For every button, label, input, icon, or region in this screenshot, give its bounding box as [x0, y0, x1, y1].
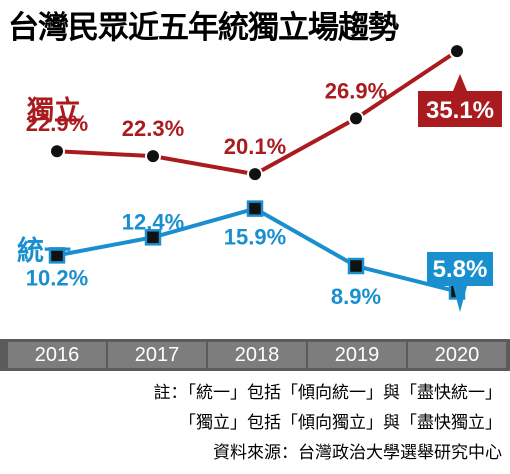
series-label-unification: 統一: [17, 235, 71, 267]
data-point-unification-2017: [144, 229, 162, 246]
data-label-independence-2018: 20.1%: [224, 134, 286, 159]
data-label-independence-2016: 22.9%: [26, 111, 88, 136]
data-label-independence-2019: 26.9%: [325, 78, 387, 103]
data-point-unification-2019: [347, 257, 365, 275]
x-tick-label-2020: 2020: [408, 342, 506, 368]
data-label-unification-2018: 15.9%: [224, 225, 286, 250]
data-point-independence-2020: [449, 43, 465, 60]
data-label-independence-2017: 22.3%: [122, 116, 184, 141]
data-point-unification-2018: [246, 200, 264, 217]
callout-box-unification: [427, 252, 493, 286]
data-label-unification-2020: 5.8%: [433, 256, 488, 283]
data-label-unification-2019: 8.9%: [331, 284, 381, 309]
source-note: 資料來源：台灣政治大學選舉研究中心: [213, 443, 502, 463]
x-tick-label-2016: 2016: [8, 342, 106, 368]
x-tick-label-2017: 2017: [108, 342, 206, 368]
series-line-unification: [55, 206, 459, 294]
callout-pointer-independence: [453, 74, 467, 91]
data-point-independence-2017: [145, 148, 161, 165]
chart-title: 台灣民眾近五年統獨立場趨勢: [8, 10, 399, 46]
callout-pointer-unification: [453, 286, 467, 312]
series-label-independence: 獨立: [26, 95, 81, 127]
callout-box-independence: [418, 91, 502, 127]
x-tick-label-2018: 2018: [208, 342, 306, 368]
data-label-unification-2017: 12.4%: [122, 209, 184, 234]
data-point-independence-2018: [247, 166, 263, 183]
line-chart: 22.9% 22.3% 20.1% 26.9% 35.1% 獨立 10.2% 12.4% 15.…: [17, 43, 502, 312]
x-tick-label-2019: 2019: [308, 342, 406, 368]
data-point-independence-2016: [49, 143, 65, 160]
data-point-independence-2019: [348, 110, 364, 127]
data-point-unification-2016: [48, 247, 66, 264]
note-independence: 「獨立」包括「傾向獨立」與「盡快獨立」: [179, 413, 502, 433]
data-label-independence-2020: 35.1%: [426, 97, 494, 124]
data-label-unification-2016: 10.2%: [26, 265, 88, 290]
note-unification: 註：「統一」包括「傾向統一」與「盡快統一」: [153, 383, 503, 403]
